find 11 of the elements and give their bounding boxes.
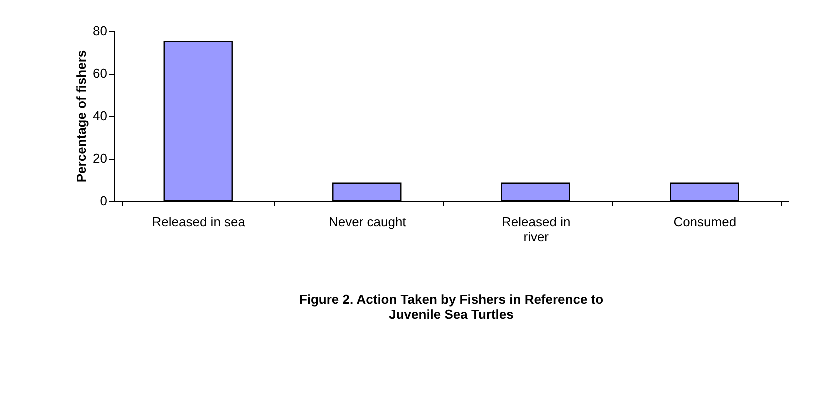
x-tick-label: Never caught	[328, 214, 407, 230]
y-tick-label: 40	[93, 108, 108, 124]
y-tick-label: 80	[93, 24, 108, 38]
text: Figure 2. Action Taken by Fishers in Reference to Juvenile Sea Turtles	[299, 292, 604, 322]
x-tick-label: Consumed	[674, 214, 737, 230]
y-axis-title: Percentage of fishers	[74, 50, 90, 183]
y-tick-label: 20	[93, 151, 108, 166]
x-tick-label: Released in river	[502, 214, 571, 244]
y-tick-label: 0	[100, 194, 108, 208]
y-tick-label: 60	[93, 66, 108, 81]
x-tick-label: Released in sea	[152, 214, 246, 230]
